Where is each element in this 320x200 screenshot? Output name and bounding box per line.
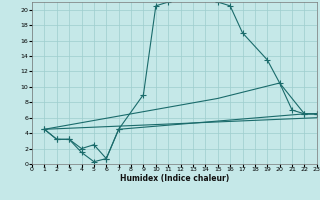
X-axis label: Humidex (Indice chaleur): Humidex (Indice chaleur) — [120, 174, 229, 183]
